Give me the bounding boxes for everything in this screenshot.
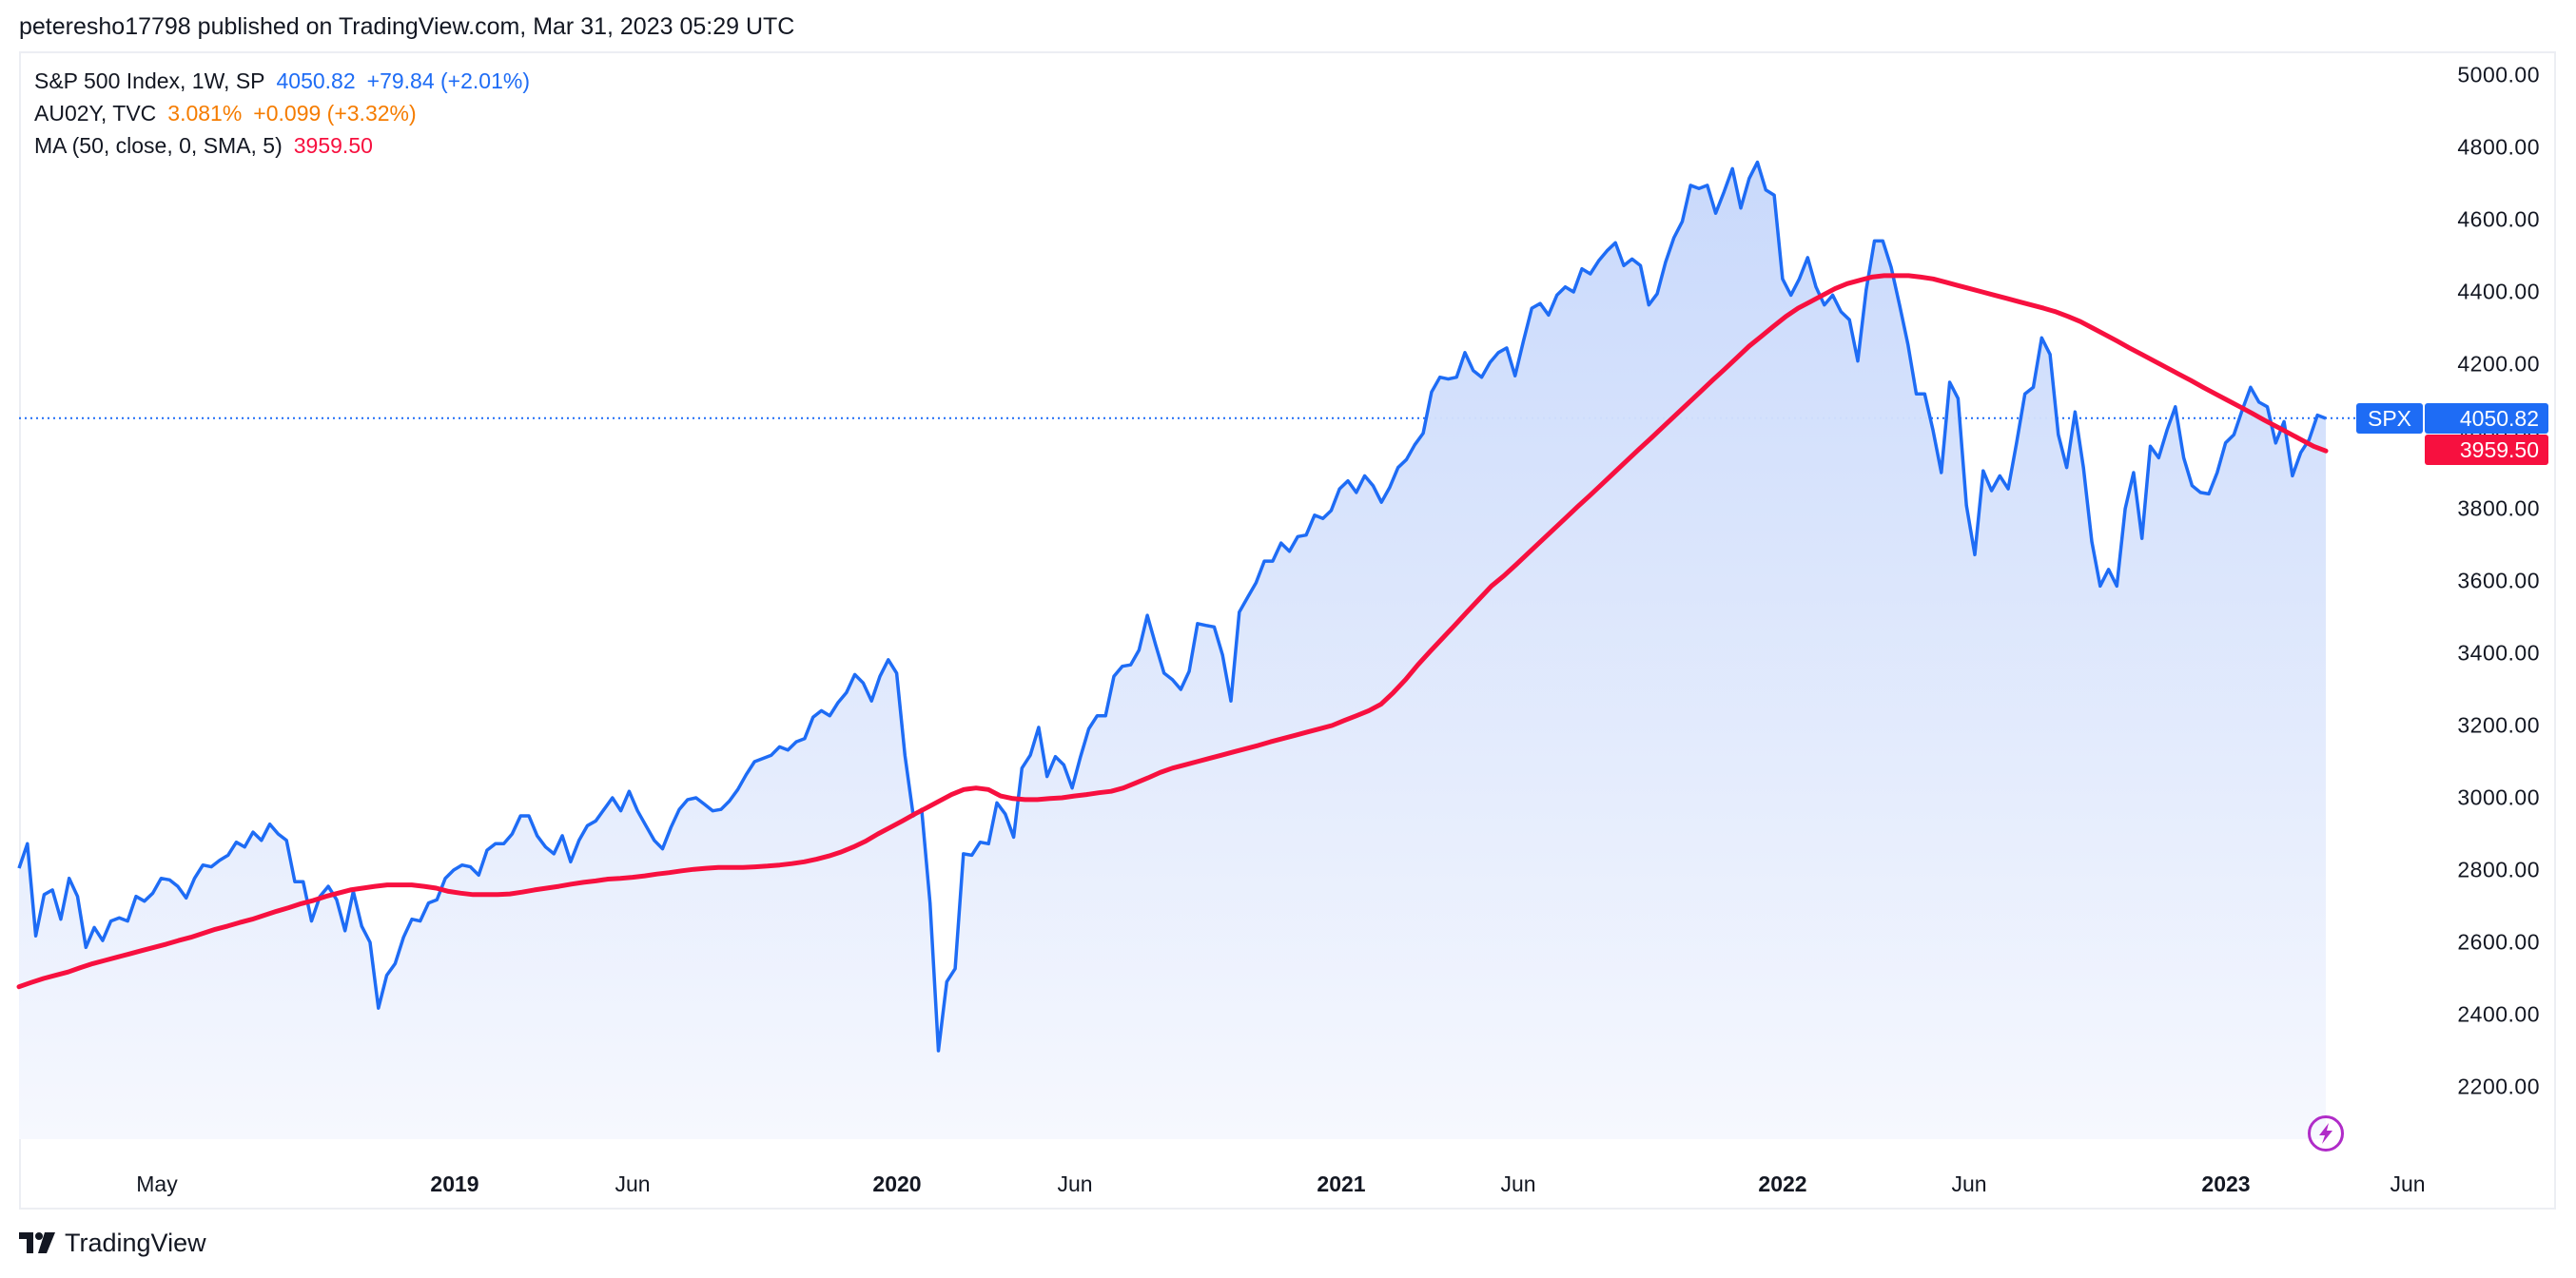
price-axis-tick: 2200.00 xyxy=(2457,1074,2540,1099)
time-axis-tick: 2019 xyxy=(430,1172,479,1196)
time-axis-tick: Jun xyxy=(1500,1172,1536,1196)
chart-frame[interactable] xyxy=(19,51,2556,1210)
legend-label: S&P 500 Index, 1W, SP xyxy=(34,68,265,93)
time-axis-tick: Jun xyxy=(1951,1172,1987,1196)
legend-row-au02y[interactable]: AU02Y, TVC 3.081% +0.099 (+3.32%) xyxy=(34,97,541,129)
legend-label: AU02Y, TVC xyxy=(34,101,157,126)
publish-info: peteresho17798 published on TradingView.… xyxy=(19,13,795,40)
legend-change: +79.84 (+2.01%) xyxy=(366,68,530,93)
legend-change: +0.099 (+3.32%) xyxy=(253,101,417,126)
chart-legend: S&P 500 Index, 1W, SP 4050.82 +79.84 (+2.0… xyxy=(34,65,541,162)
legend-label: MA (50, close, 0, SMA, 5) xyxy=(34,133,283,158)
last-price-tag: 4050.82 xyxy=(2425,402,2548,434)
time-axis-tick: May xyxy=(136,1172,178,1196)
symbol-price-tag: SPX xyxy=(2356,402,2423,434)
price-axis-tick: 2600.00 xyxy=(2457,929,2540,955)
legend-value: 3959.50 xyxy=(293,133,373,158)
brand-name: TradingView xyxy=(65,1229,206,1257)
price-axis-tick: 4200.00 xyxy=(2457,351,2540,377)
price-axis-tick: 3800.00 xyxy=(2457,495,2540,521)
tradingview-footer[interactable]: TradingView xyxy=(19,1229,206,1258)
price-axis-tick: 3000.00 xyxy=(2457,784,2540,810)
tradingview-logo-icon xyxy=(19,1231,55,1253)
moving-average-line xyxy=(16,273,2329,990)
price-axis-tick: 4400.00 xyxy=(2457,279,2540,304)
price-axis-tick: 3600.00 xyxy=(2457,568,2540,593)
legend-row-ma[interactable]: MA (50, close, 0, SMA, 5) 3959.50 xyxy=(34,129,541,162)
price-axis[interactable]: 5000.004800.004600.004400.004200.004000.… xyxy=(2426,0,2540,1210)
legend-row-spx[interactable]: S&P 500 Index, 1W, SP 4050.82 +79.84 (+2.0… xyxy=(34,65,541,97)
time-axis[interactable]: May 2019 Jun 2020 Jun 2021 Jun 2022 Jun 2023 Jun xyxy=(0,1172,2576,1210)
time-axis-tick: 2023 xyxy=(2201,1172,2251,1196)
time-axis-tick: 2022 xyxy=(1758,1172,1807,1196)
legend-value: 3.081% xyxy=(167,101,243,126)
time-axis-tick: Jun xyxy=(1057,1172,1093,1196)
lightning-bolt-icon[interactable] xyxy=(2307,1114,2345,1152)
time-axis-tick: 2021 xyxy=(1317,1172,1366,1196)
legend-value: 4050.82 xyxy=(276,68,356,93)
price-axis-tick: 3200.00 xyxy=(2457,712,2540,738)
time-axis-tick: 2020 xyxy=(872,1172,922,1196)
time-axis-tick: Jun xyxy=(2390,1172,2426,1196)
price-axis-tick: 4800.00 xyxy=(2457,134,2540,160)
spx-price-line xyxy=(17,160,2327,1053)
ma-price-tag: 3959.50 xyxy=(2425,434,2548,465)
price-axis-tick: 4600.00 xyxy=(2457,206,2540,232)
price-axis-tick: 5000.00 xyxy=(2457,62,2540,87)
price-axis-tick: 3400.00 xyxy=(2457,640,2540,666)
price-axis-tick: 2800.00 xyxy=(2457,857,2540,882)
time-axis-tick: Jun xyxy=(615,1172,651,1196)
spx-area-fill xyxy=(19,162,2326,1140)
price-axis-tick: 2400.00 xyxy=(2457,1001,2540,1027)
